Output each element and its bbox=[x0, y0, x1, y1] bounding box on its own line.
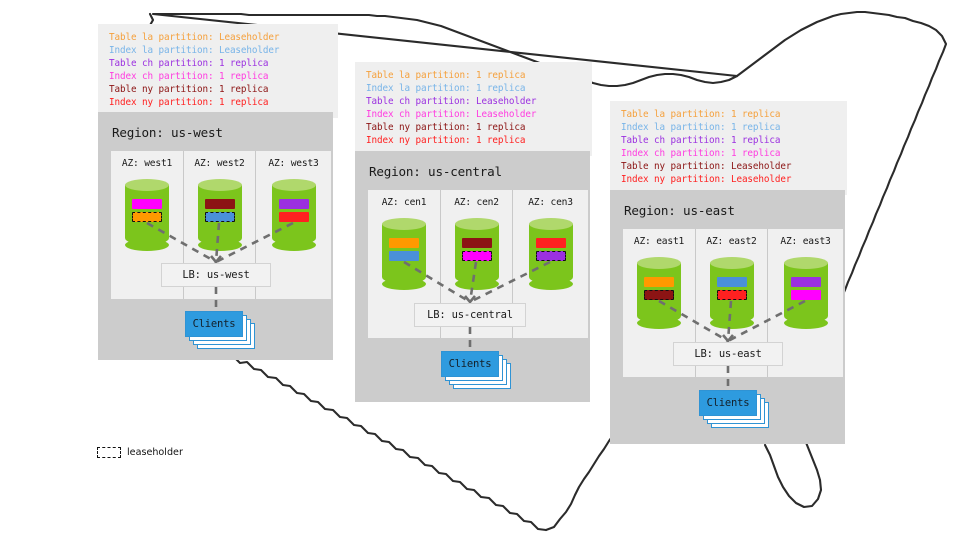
cylinder-top bbox=[271, 179, 316, 191]
spec-line: Index la partition: Leaseholder bbox=[109, 45, 280, 57]
spec-line: Index la partition: 1 replica bbox=[621, 122, 781, 134]
clients-stack-us-central[interactable]: Clients bbox=[441, 351, 511, 389]
spec-line: Table ch partition: 1 replica bbox=[109, 58, 269, 70]
spec-line: Table la partition: Leaseholder bbox=[109, 32, 280, 43]
cylinder-top bbox=[125, 179, 169, 191]
cylinder-bottom bbox=[197, 239, 242, 251]
replica-bar bbox=[716, 277, 747, 287]
spec-line: Table la partition: 1 replica bbox=[366, 70, 526, 81]
cylinder-top bbox=[197, 179, 242, 191]
cylinder-bottom bbox=[125, 239, 169, 251]
database-cylinder-icon[interactable] bbox=[125, 179, 169, 251]
spec-line: Index la partition: 1 replica bbox=[366, 83, 526, 95]
database-cylinder-icon[interactable] bbox=[454, 218, 499, 290]
spec-line: Table ny partition: 1 replica bbox=[366, 122, 526, 134]
database-cylinder-icon[interactable] bbox=[382, 218, 426, 290]
cylinder-bottom bbox=[528, 278, 573, 290]
replica-bar bbox=[535, 238, 566, 248]
load-balancer-us-west[interactable]: LB: us-west bbox=[161, 263, 271, 287]
spec-line: Table ny partition: 1 replica bbox=[109, 84, 269, 96]
load-balancer-us-east[interactable]: LB: us-east bbox=[673, 342, 783, 366]
replica-bar-leaseholder bbox=[644, 290, 674, 300]
database-cylinder-icon[interactable] bbox=[271, 179, 316, 251]
region-title-us-east: Region: us-east bbox=[624, 203, 735, 218]
cylinder-top bbox=[528, 218, 573, 230]
spec-line: Table ny partition: Leaseholder bbox=[621, 161, 792, 173]
az-label: AZ: east3 bbox=[780, 236, 831, 247]
az-label: AZ: west3 bbox=[268, 158, 319, 169]
az-label: AZ: west1 bbox=[121, 158, 173, 169]
replica-bar bbox=[389, 251, 419, 261]
partition-spec-us-west: Table la partition: Leaseholder Index la … bbox=[98, 24, 338, 118]
replica-bar bbox=[790, 290, 821, 300]
replica-bar-leaseholder bbox=[132, 212, 162, 222]
replica-bar bbox=[132, 199, 162, 209]
legend: leaseholder bbox=[97, 447, 183, 458]
replica-bar bbox=[461, 238, 492, 248]
az-label: AZ: west2 bbox=[194, 158, 245, 169]
replica-bar-leaseholder bbox=[461, 251, 492, 261]
spec-line: Table ch partition: Leaseholder bbox=[366, 96, 537, 108]
replica-bar bbox=[278, 212, 309, 222]
database-cylinder-icon[interactable] bbox=[709, 257, 754, 329]
load-balancer-us-central[interactable]: LB: us-central bbox=[414, 303, 526, 327]
region-title-us-central: Region: us-central bbox=[369, 164, 502, 179]
spec-line: Table ch partition: 1 replica bbox=[621, 135, 781, 147]
az-label: AZ: east2 bbox=[706, 236, 757, 247]
partition-spec-us-east: Table la partition: 1 replica Index la pa… bbox=[610, 101, 847, 195]
database-cylinder-icon[interactable] bbox=[528, 218, 573, 290]
cylinder-top bbox=[637, 257, 681, 269]
cylinder-top bbox=[382, 218, 426, 230]
cylinder-bottom bbox=[783, 317, 828, 329]
cylinder-bottom bbox=[637, 317, 681, 329]
spec-line: Index ny partition: 1 replica bbox=[366, 135, 526, 147]
partition-spec-us-central: Table la partition: 1 replica Index la pa… bbox=[355, 62, 592, 156]
spec-line: Index ny partition: Leaseholder bbox=[621, 174, 792, 186]
replica-bar-leaseholder bbox=[716, 290, 747, 300]
region-title-us-west: Region: us-west bbox=[112, 125, 223, 140]
leaseholder-dashed-icon bbox=[97, 447, 121, 458]
cylinder-top bbox=[454, 218, 499, 230]
az-label: AZ: east1 bbox=[633, 236, 685, 247]
spec-line: Index ch partition: 1 replica bbox=[621, 148, 781, 160]
replica-bar bbox=[204, 199, 235, 209]
clients-stack-us-west[interactable]: Clients bbox=[185, 311, 255, 349]
replica-bar-leaseholder bbox=[535, 251, 566, 261]
az-label: AZ: cen3 bbox=[528, 197, 573, 208]
replica-bar-leaseholder bbox=[204, 212, 235, 222]
database-cylinder-icon[interactable] bbox=[783, 257, 828, 329]
replica-bar bbox=[389, 238, 419, 248]
spec-line: Index ch partition: 1 replica bbox=[109, 71, 269, 83]
spec-line: Index ch partition: Leaseholder bbox=[366, 109, 537, 121]
cylinder-top bbox=[783, 257, 828, 269]
database-cylinder-icon[interactable] bbox=[197, 179, 242, 251]
spec-line: Table la partition: 1 replica bbox=[621, 109, 781, 120]
cylinder-bottom bbox=[271, 239, 316, 251]
database-cylinder-icon[interactable] bbox=[637, 257, 681, 329]
cylinder-bottom bbox=[454, 278, 499, 290]
cylinder-bottom bbox=[709, 317, 754, 329]
clients-box-us-west[interactable]: Clients bbox=[185, 311, 243, 337]
clients-stack-us-east[interactable]: Clients bbox=[699, 390, 769, 428]
spec-line: Index ny partition: 1 replica bbox=[109, 97, 269, 109]
legend-label: leaseholder bbox=[127, 447, 183, 458]
clients-box-us-central[interactable]: Clients bbox=[441, 351, 499, 377]
cylinder-bottom bbox=[382, 278, 426, 290]
replica-bar bbox=[790, 277, 821, 287]
replica-bar bbox=[644, 277, 674, 287]
replica-bar bbox=[278, 199, 309, 209]
cylinder-top bbox=[709, 257, 754, 269]
az-label: AZ: cen2 bbox=[454, 197, 499, 208]
az-label: AZ: cen1 bbox=[381, 197, 427, 208]
clients-box-us-east[interactable]: Clients bbox=[699, 390, 757, 416]
